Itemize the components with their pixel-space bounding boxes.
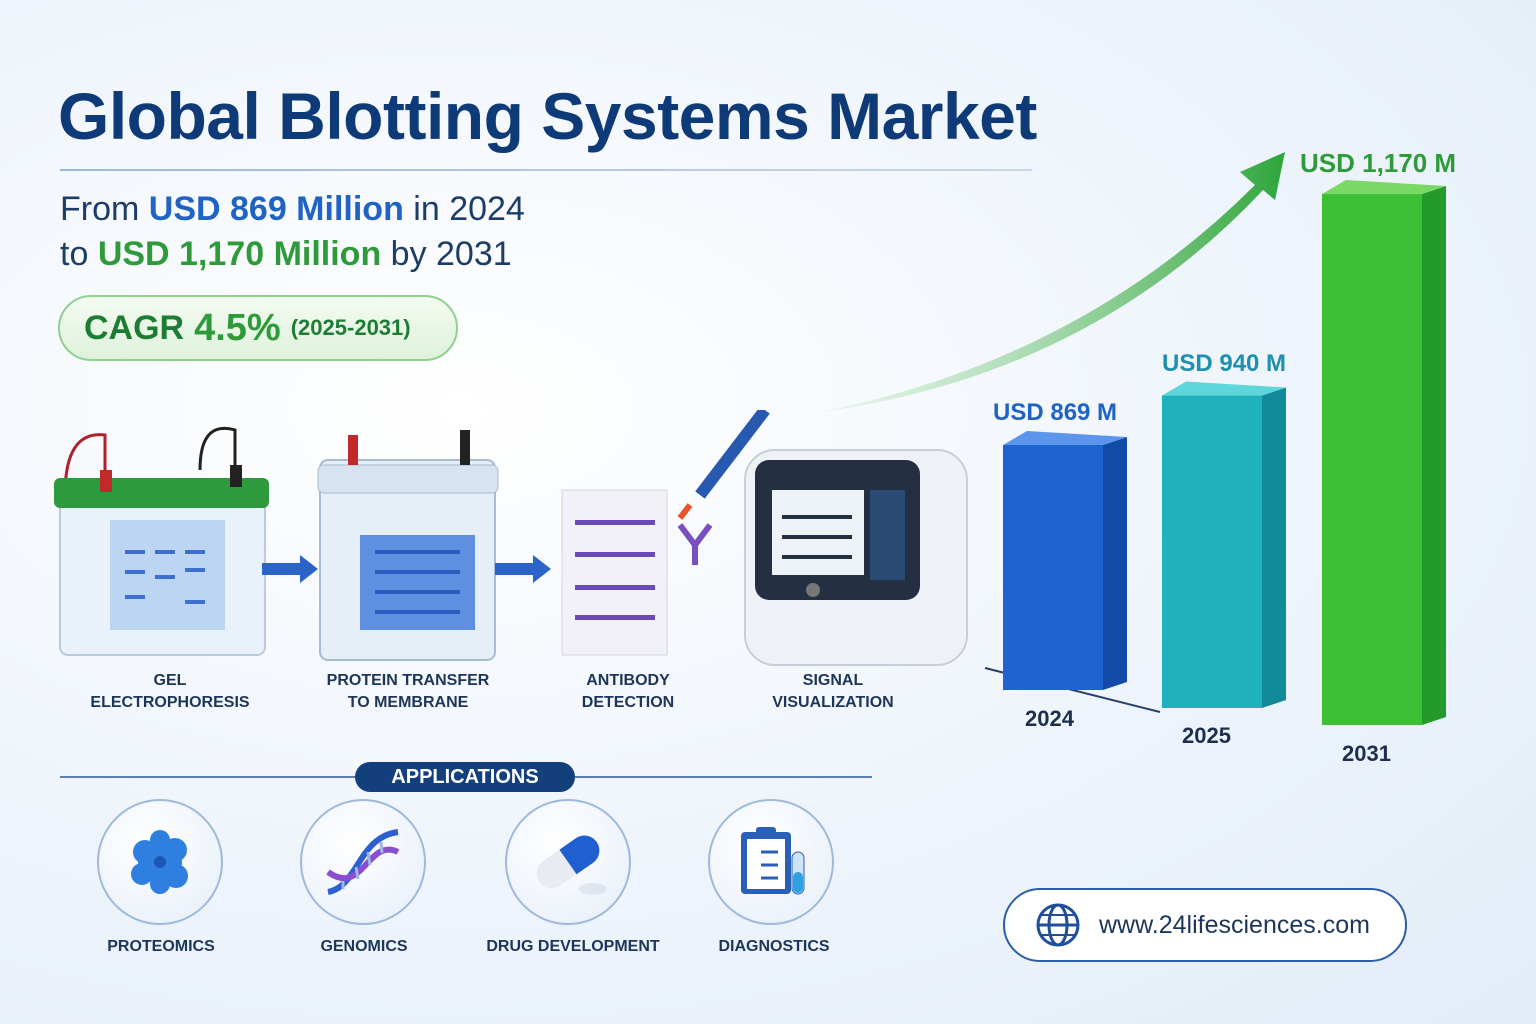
subtitle-text: From [60,190,149,228]
subtitle-line-2: to USD 1,170 Million by 2031 [60,235,512,274]
step-label: DETECTION [581,694,675,711]
end-value: USD 1,170 Million [97,235,382,273]
website-url[interactable]: www.24lifesciences.com [1099,910,1370,939]
application-label: DIAGNOSTICS [718,938,830,955]
bar-2031 [1422,186,1446,726]
cagr-value: 4.5% [194,306,281,349]
cagr-period: (2025-2031) [290,315,411,340]
clipboard-test-tube-icon [708,799,834,925]
arrow-icon [495,555,551,583]
bar-2031 [1322,194,1422,726]
membrane-antibody-icon [561,410,770,656]
data-label: USD 869 M [993,399,1118,426]
subtitle-text: to [60,235,98,273]
title-divider [60,169,1032,171]
imaging-system-icon [744,449,968,666]
data-label: USD 1,170 M [1300,148,1457,179]
application-label: PROTEOMICS [107,938,215,955]
step-label: PROTEIN TRANSFER [326,672,490,689]
bar-2025 [1262,387,1286,708]
bar-2024 [1003,431,1127,445]
step-protein-transfer: PROTEIN TRANSFER TO MEMBRANE [298,670,518,714]
protein-icon [97,799,223,925]
applications-heading: APPLICATIONS [355,762,575,792]
step-label: GEL [153,672,187,689]
transfer-cassette-icon [317,430,499,661]
x-tick-label: 2024 [1025,706,1074,731]
dna-icon [300,799,426,925]
website-link[interactable]: www.24lifesciences.com [1003,888,1407,962]
bar-2024 [1103,437,1127,690]
step-label: SIGNAL [802,672,864,689]
subtitle-line-1: From USD 869 Million in 2024 [60,190,525,229]
step-label: ANTIBODY [586,672,670,689]
application-label: DRUG DEVELOPMENT [486,938,660,955]
step-label: TO MEMBRANE [347,694,469,711]
step-label: VISUALIZATION [772,694,894,711]
data-label: USD 940 M [1162,349,1287,377]
step-label: ELECTROPHORESIS [90,694,250,711]
step-antibody-detection: ANTIBODY DETECTION [518,670,738,714]
globe-icon [1036,903,1080,947]
subtitle-text: by 2031 [381,235,512,273]
application-label: GENOMICS [320,938,408,955]
x-tick-label: 2031 [1342,741,1391,766]
bar-2025 [1162,395,1262,708]
bar-2031 [1322,180,1446,195]
step-signal-visualization: SIGNAL VISUALIZATION [723,670,943,714]
subtitle-text: in 2024 [403,190,525,228]
capsule-icon [505,799,631,925]
x-tick-label: 2025 [1182,723,1231,748]
bar-2025 [1162,381,1286,396]
cagr-badge: CAGR 4.5% (2025-2031) [58,295,458,361]
step-gel-electrophoresis: GEL ELECTROPHORESIS [60,670,280,714]
bar-2024 [1003,445,1103,690]
cagr-label: CAGR [84,308,185,347]
page-title: Global Blotting Systems Market [58,79,1037,153]
start-value: USD 869 Million [148,190,404,228]
arrow-icon [262,555,318,583]
process-illustrations [54,410,968,666]
